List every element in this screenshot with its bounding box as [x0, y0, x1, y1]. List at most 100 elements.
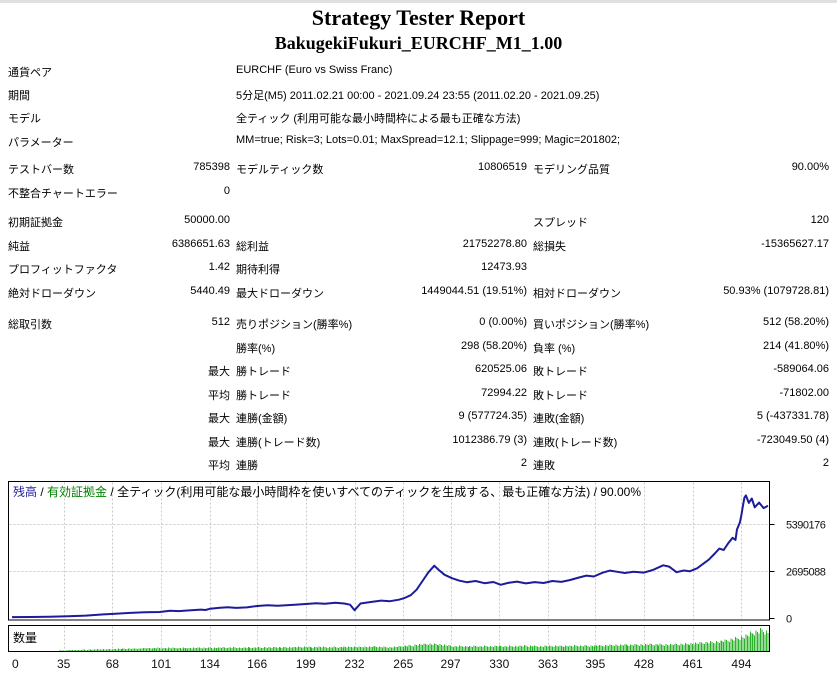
volume-bar — [190, 648, 192, 651]
volume-bar — [532, 646, 534, 651]
volume-bar — [526, 646, 528, 651]
col2-value: 1449044.51 (19.51%) — [421, 285, 527, 297]
volume-bar — [89, 649, 91, 651]
row-label: モデル — [8, 113, 41, 125]
volume-bar — [318, 646, 320, 651]
volume-bar — [334, 647, 336, 651]
volume-bar — [410, 645, 412, 651]
volume-bar — [321, 647, 323, 651]
col1-value: 785398 — [193, 161, 230, 173]
volume-bar — [767, 632, 769, 651]
volume-bar — [615, 644, 617, 651]
volume-bar — [253, 647, 255, 651]
volume-bar — [479, 645, 481, 651]
volume-bar — [544, 645, 546, 651]
volume-bar — [519, 645, 521, 651]
volume-bar — [687, 644, 689, 651]
x-axis-tick-label: 395 — [585, 657, 605, 671]
volume-bar — [650, 644, 652, 651]
volume-bar — [235, 647, 237, 651]
row-label: テストバー数 — [8, 164, 74, 176]
volume-bar — [359, 646, 361, 651]
volume-bar — [135, 648, 137, 651]
volume-bar — [206, 648, 208, 651]
volume-bar — [145, 648, 147, 651]
col2-label: 連勝 — [236, 460, 258, 472]
volume-bar — [559, 645, 561, 651]
col1-value: 6386651.63 — [171, 238, 230, 250]
volume-bar — [362, 647, 364, 651]
report-row: 総取引数 512 売りポジション(勝率%) 0 (0.00%) 買いポジション(勝率%)… — [0, 316, 837, 331]
volume-bar — [216, 648, 218, 651]
volume-bar — [210, 648, 212, 651]
volume-bar — [327, 647, 329, 651]
volume-bar — [302, 647, 304, 651]
volume-bar — [540, 645, 542, 651]
col2-value: 298 (58.20%) — [460, 340, 527, 352]
volume-bar — [579, 645, 581, 651]
volume-bar — [450, 645, 452, 651]
row-sublabel: 最大 — [208, 413, 230, 425]
volume-bar — [572, 646, 574, 651]
volume-bar — [763, 632, 765, 651]
row-label: 初期証拠金 — [8, 217, 63, 229]
volume-bar — [283, 646, 285, 651]
volume-bar — [176, 648, 178, 651]
volume-bar — [510, 646, 512, 651]
x-axis-tick-label: 461 — [683, 657, 703, 671]
volume-bar — [516, 646, 518, 651]
volume-bar — [401, 646, 403, 651]
volume-bar — [628, 645, 630, 651]
volume-bar — [451, 646, 453, 651]
row-wide-value: EURCHF (Euro vs Swiss Franc) — [236, 64, 393, 76]
volume-bar — [594, 645, 596, 651]
report-row: 最大 連勝(トレード数) 1012386.79 (3) 連敗(トレード数) -72304… — [0, 434, 837, 449]
col3-label: 負率 (%) — [533, 343, 576, 355]
volume-bar — [240, 647, 242, 651]
volume-bar — [345, 647, 347, 651]
volume-bar — [537, 646, 539, 651]
volume-bar — [69, 650, 71, 651]
volume-bar — [398, 646, 400, 651]
row-wide-value: MM=true; Risk=3; Lots=0.01; MaxSpread=12… — [236, 134, 621, 146]
volume-bar — [188, 647, 190, 651]
volume-bar — [438, 645, 440, 651]
volume-bar — [693, 644, 695, 651]
volume-bar — [63, 650, 65, 651]
report-row: 絶対ドローダウン 5440.49 最大ドローダウン 1449044.51 (19.51… — [0, 285, 837, 300]
volume-bar — [201, 648, 203, 651]
volume-bar — [407, 646, 409, 651]
volume-bar — [646, 644, 648, 651]
volume-bar — [495, 646, 497, 651]
volume-bar — [460, 646, 462, 651]
volume-bar — [323, 646, 325, 651]
volume-bar — [732, 639, 734, 651]
volume-bar — [333, 646, 335, 651]
col3-value: -15365627.17 — [761, 238, 829, 250]
volume-bar — [132, 648, 134, 651]
volume-bar — [455, 646, 457, 651]
col3-label: 連敗(金額) — [533, 413, 585, 425]
volume-bar — [160, 648, 162, 651]
volume-bar — [764, 634, 766, 651]
volume-bar — [674, 643, 676, 651]
volume-bar — [442, 645, 444, 651]
volume-bar — [609, 644, 611, 651]
volume-bar — [550, 645, 552, 651]
volume-bar — [348, 646, 350, 651]
volume-bar — [200, 648, 202, 651]
volume-bar — [448, 644, 450, 651]
volume-bar — [219, 647, 221, 651]
col3-value: 5 (-437331.78) — [756, 410, 829, 422]
col3-value: 120 — [810, 214, 829, 226]
report-row: 平均 勝トレード 72994.22 敗トレード -71802.00 — [0, 387, 837, 402]
volume-bar — [382, 647, 384, 651]
report-row: モデル 全ティック (利用可能な最小時間枠による最も正確な方法) — [0, 110, 837, 125]
volume-bar — [761, 629, 763, 651]
volume-bar — [126, 649, 128, 651]
volume-bar — [162, 648, 164, 651]
volume-bar — [715, 641, 717, 651]
volume-bar — [696, 643, 698, 651]
volume-bar — [364, 646, 366, 651]
volume-bar — [123, 648, 125, 651]
